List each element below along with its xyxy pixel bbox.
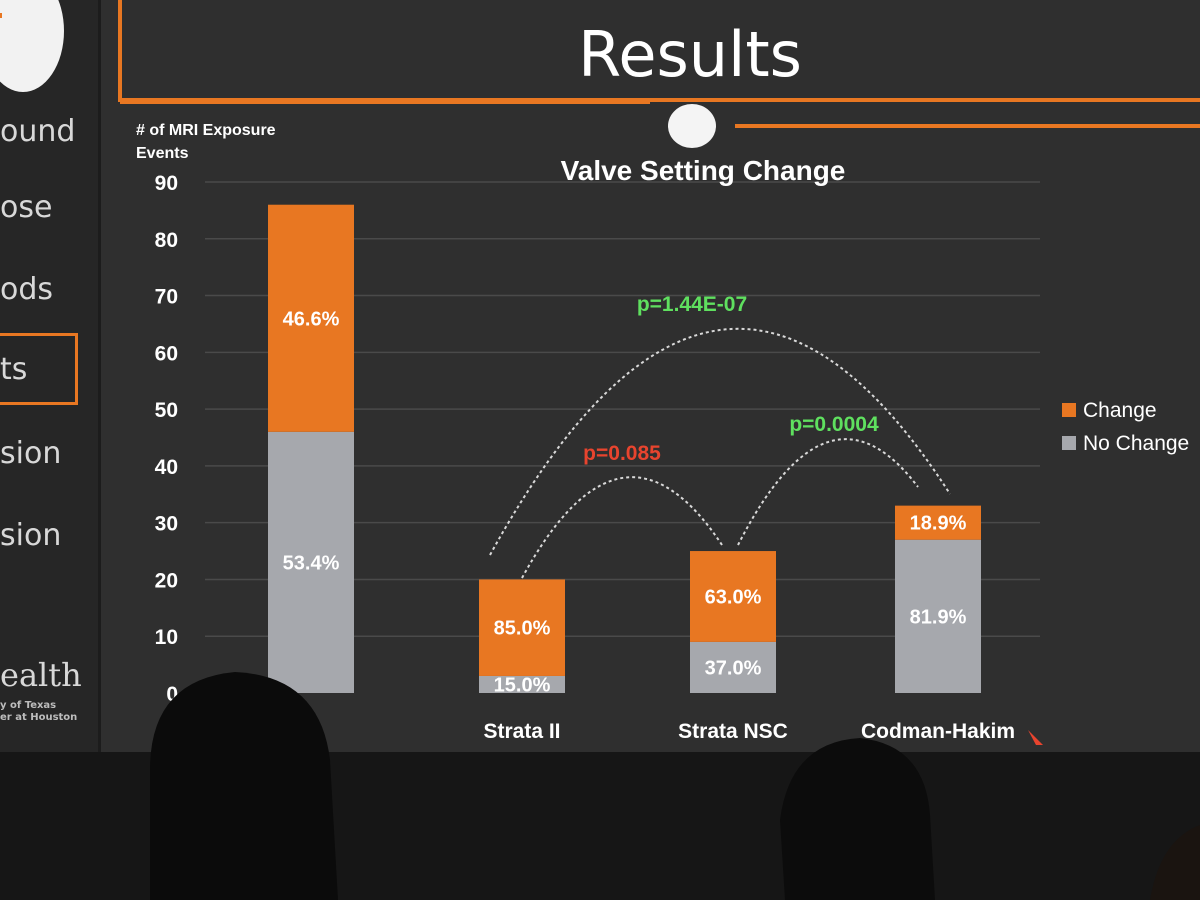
y-tick-label: 50 [155, 399, 178, 422]
bar-data-label: 18.9% [910, 513, 967, 535]
sidebar-item-discussion[interactable]: sion [0, 436, 62, 471]
brand-subtitle: y of Texas er at Houston [0, 700, 77, 724]
significance-arc [737, 438, 919, 546]
bar-data-label: 15.0% [494, 674, 551, 696]
bar-data-label: 46.6% [283, 308, 340, 330]
sidebar-item-methods[interactable]: ods [0, 272, 54, 307]
y-tick-label: 90 [155, 172, 178, 195]
chart-labels: 0 10 20 30 40 50 60 70 80 90 53.4% 46.6% 15.0% 85.0% S… [155, 172, 1043, 745]
sidebar-item-purpose[interactable]: ose [0, 190, 53, 225]
bar-data-label: 85.0% [494, 618, 551, 640]
presentation-slide: ound ose ods ts sion sion ealth y of Tex… [0, 0, 1200, 752]
sidebar-item-conclusion[interactable]: sion [0, 518, 62, 553]
x-tick-label: Strata NSC [678, 720, 788, 743]
title-rule-right [735, 124, 1200, 128]
x-tick-label: Codman-Hakim [861, 720, 1015, 743]
y-tick-label: 70 [155, 286, 178, 309]
logo-mark-icon [0, 0, 2, 18]
significance-arc [521, 476, 723, 579]
bar-segment [268, 431, 354, 693]
y-tick-label: 0 [166, 683, 178, 706]
p-value-label: p=0.0004 [789, 413, 879, 436]
sidebar-item-results[interactable]: ts [0, 352, 28, 387]
title-frame [118, 0, 1200, 102]
x-tick-label: Strata II [483, 720, 560, 743]
title-ornament-dot [668, 104, 716, 148]
bar-segment [479, 675, 565, 693]
brand-subtitle-line-1: y of Texas [0, 700, 57, 711]
brand-name: ealth [0, 656, 82, 694]
p-value-label: p=1.44E-07 [637, 293, 747, 316]
bar-segment [895, 539, 981, 693]
legend-swatch [1062, 436, 1076, 450]
chart-significance-arcs [489, 327, 951, 579]
bar-data-label: 37.0% [705, 657, 762, 679]
bar-data-label: 53.4% [283, 552, 340, 574]
y-axis-label: # of MRI Exposure Events [136, 122, 276, 162]
chart-legend: Change No Change [1062, 399, 1189, 455]
legend-swatch [1062, 403, 1076, 417]
bar-data-label: 81.9% [910, 606, 967, 628]
brand-subtitle-line-2: er at Houston [0, 712, 78, 723]
title-rule-left [120, 100, 650, 104]
bar-data-label: 63.0% [705, 586, 762, 608]
legend-label: No Change [1083, 432, 1189, 455]
y-tick-label: 60 [155, 342, 178, 365]
sidebar-active-indicator [0, 333, 78, 405]
bar-segment [268, 204, 354, 432]
pointer-cursor-icon [1028, 730, 1043, 745]
bar-segment [690, 551, 776, 642]
slide-title: Results [578, 18, 802, 91]
y-tick-label: 40 [155, 456, 178, 479]
bar-segment [690, 641, 776, 693]
chart-bars [268, 204, 981, 693]
chart-title: Valve Setting Change [561, 155, 846, 186]
y-tick-label: 30 [155, 513, 178, 536]
p-value-label: p=0.085 [583, 442, 661, 465]
bar-segment [895, 505, 981, 540]
sidebar-item-background[interactable]: ound [0, 114, 76, 149]
significance-arc [489, 327, 951, 556]
y-tick-label: 10 [155, 626, 178, 649]
bar-segment [479, 579, 565, 676]
sidebar-nav: ound ose ods ts sion sion ealth y of Tex… [0, 0, 101, 752]
legend-label: Change [1083, 399, 1157, 422]
y-tick-label: 20 [155, 569, 178, 592]
y-tick-label: 80 [155, 229, 178, 252]
